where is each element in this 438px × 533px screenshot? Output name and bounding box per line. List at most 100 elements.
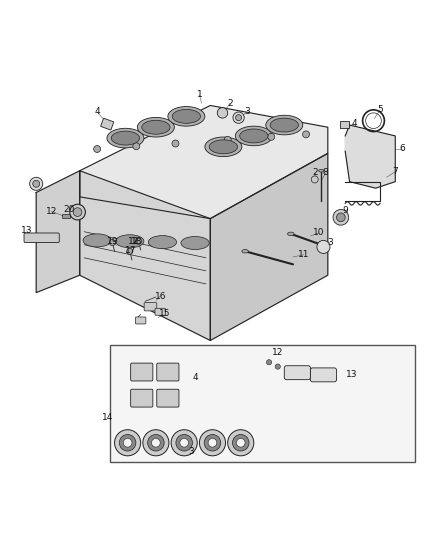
- Circle shape: [171, 430, 197, 456]
- Circle shape: [135, 238, 141, 244]
- Circle shape: [199, 430, 226, 456]
- Bar: [101, 118, 114, 130]
- Circle shape: [119, 434, 136, 451]
- Text: 12: 12: [272, 348, 283, 357]
- Text: 12: 12: [128, 237, 140, 246]
- Circle shape: [180, 439, 188, 447]
- Ellipse shape: [319, 169, 324, 172]
- Circle shape: [303, 131, 310, 138]
- Ellipse shape: [172, 109, 201, 123]
- Circle shape: [30, 177, 43, 190]
- Circle shape: [228, 430, 254, 456]
- Polygon shape: [210, 154, 328, 341]
- Circle shape: [176, 434, 192, 451]
- Circle shape: [73, 208, 82, 216]
- Polygon shape: [345, 125, 395, 188]
- Circle shape: [148, 434, 164, 451]
- Text: 7: 7: [392, 167, 398, 176]
- Circle shape: [233, 112, 244, 123]
- Circle shape: [204, 434, 221, 451]
- Ellipse shape: [111, 131, 140, 145]
- Ellipse shape: [168, 107, 205, 126]
- Text: 2: 2: [312, 168, 318, 177]
- Circle shape: [266, 360, 272, 365]
- Text: 4: 4: [192, 373, 198, 382]
- Ellipse shape: [138, 117, 174, 137]
- Polygon shape: [36, 171, 80, 293]
- FancyBboxPatch shape: [24, 233, 59, 243]
- Ellipse shape: [181, 237, 209, 249]
- Text: 4: 4: [94, 108, 100, 117]
- Text: 11: 11: [298, 251, 310, 259]
- Text: 8: 8: [323, 168, 328, 177]
- Circle shape: [127, 248, 133, 254]
- FancyBboxPatch shape: [311, 368, 336, 382]
- Polygon shape: [80, 106, 328, 219]
- Text: 18: 18: [131, 237, 142, 246]
- Bar: [340, 121, 349, 128]
- Ellipse shape: [240, 129, 268, 143]
- Ellipse shape: [142, 120, 170, 134]
- Circle shape: [115, 430, 141, 456]
- Text: 1: 1: [197, 90, 202, 99]
- Circle shape: [224, 136, 231, 143]
- Polygon shape: [80, 171, 210, 341]
- Ellipse shape: [83, 234, 111, 247]
- Text: 14: 14: [102, 414, 114, 423]
- FancyBboxPatch shape: [131, 389, 153, 407]
- Circle shape: [233, 434, 249, 451]
- FancyBboxPatch shape: [144, 303, 157, 311]
- FancyBboxPatch shape: [157, 389, 179, 407]
- FancyBboxPatch shape: [131, 363, 153, 381]
- Circle shape: [236, 115, 242, 120]
- FancyBboxPatch shape: [157, 363, 179, 381]
- Ellipse shape: [235, 126, 272, 146]
- Ellipse shape: [205, 137, 242, 157]
- Text: 6: 6: [399, 144, 405, 154]
- Ellipse shape: [148, 236, 177, 249]
- Circle shape: [110, 239, 116, 246]
- Bar: [62, 214, 70, 218]
- Ellipse shape: [288, 232, 294, 236]
- Circle shape: [94, 146, 101, 152]
- Text: 3: 3: [188, 447, 194, 456]
- Text: 10: 10: [313, 229, 325, 238]
- Text: 4: 4: [351, 119, 357, 128]
- FancyBboxPatch shape: [284, 366, 311, 379]
- Circle shape: [217, 108, 228, 118]
- Ellipse shape: [266, 115, 303, 135]
- Circle shape: [336, 213, 345, 222]
- FancyBboxPatch shape: [135, 317, 146, 324]
- Text: 17: 17: [124, 246, 136, 255]
- Circle shape: [268, 133, 275, 140]
- Circle shape: [70, 204, 85, 220]
- Ellipse shape: [270, 118, 298, 132]
- Ellipse shape: [107, 128, 144, 148]
- FancyBboxPatch shape: [110, 345, 415, 462]
- Circle shape: [152, 439, 160, 447]
- Ellipse shape: [209, 140, 237, 154]
- Circle shape: [33, 180, 40, 187]
- Text: 5: 5: [377, 106, 383, 114]
- Text: 19: 19: [106, 237, 118, 246]
- Ellipse shape: [242, 249, 248, 253]
- Circle shape: [172, 140, 179, 147]
- Circle shape: [143, 430, 169, 456]
- Text: 13: 13: [346, 370, 357, 379]
- Text: 15: 15: [159, 309, 170, 318]
- Circle shape: [133, 143, 140, 150]
- FancyBboxPatch shape: [155, 308, 166, 315]
- Circle shape: [237, 439, 245, 447]
- Text: 16: 16: [155, 292, 166, 301]
- Circle shape: [123, 439, 132, 447]
- Circle shape: [311, 176, 318, 183]
- Circle shape: [333, 209, 349, 225]
- Circle shape: [208, 439, 217, 447]
- Text: 2: 2: [227, 99, 233, 108]
- Text: 12: 12: [46, 207, 57, 216]
- Text: 9: 9: [343, 206, 348, 215]
- Circle shape: [317, 240, 330, 254]
- Text: 3: 3: [327, 238, 333, 247]
- Text: 3: 3: [244, 108, 250, 117]
- Text: 20: 20: [63, 205, 74, 214]
